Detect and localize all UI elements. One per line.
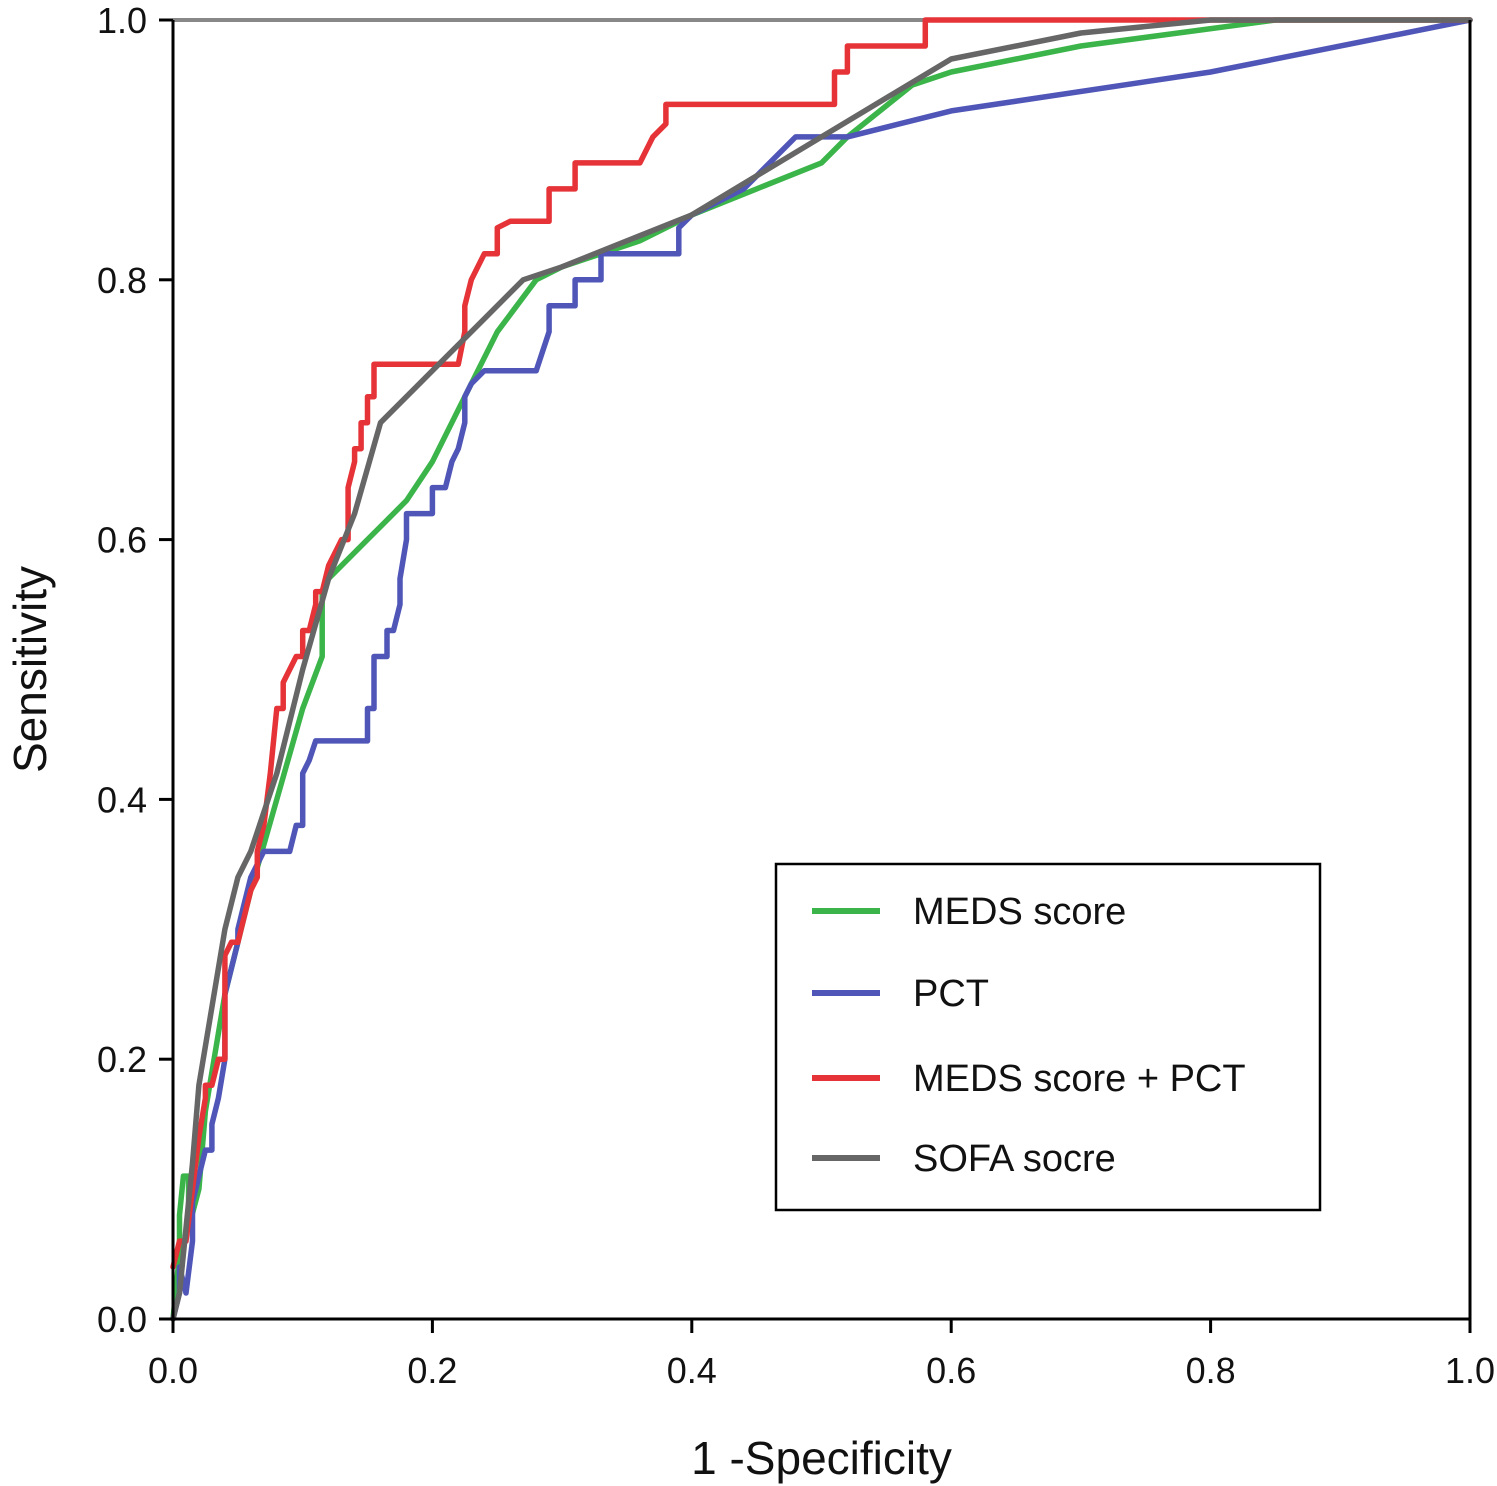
x-tick-label: 0.2 (407, 1350, 457, 1391)
y-ticks: 0.0 0.2 0.4 0.6 0.8 1.0 (97, 0, 173, 1340)
x-tick-label: 0.6 (926, 1350, 976, 1391)
x-tick-label: 0.0 (148, 1350, 198, 1391)
x-tick-label: 0.8 (1186, 1350, 1236, 1391)
x-axis-title: 1 -Specificity (691, 1432, 952, 1484)
legend-items: MEDS score PCT MEDS score + PCT SOFA socre (812, 891, 1246, 1180)
legend-label: MEDS score + PCT (913, 1058, 1246, 1100)
y-tick-label: 0.6 (97, 520, 147, 561)
y-tick-label: 0.2 (97, 1039, 147, 1080)
y-tick-label: 0.4 (97, 779, 147, 820)
legend: MEDS score PCT MEDS score + PCT SOFA socre (774, 862, 1322, 1212)
x-tick-label: 0.4 (667, 1350, 717, 1391)
series-line-sofa-socre (170, 17, 1473, 1322)
x-tick-label: 1.0 (1445, 1350, 1495, 1391)
y-tick-label: 0.0 (97, 1299, 147, 1340)
series-line-meds-score-pct (170, 17, 1473, 1270)
axes (171, 20, 1472, 1321)
y-tick-label: 1.0 (97, 0, 147, 41)
legend-label: SOFA socre (913, 1138, 1116, 1180)
legend-label: PCT (913, 973, 989, 1015)
x-ticks: 0.0 0.2 0.4 0.6 0.8 1.0 (148, 1319, 1495, 1391)
y-tick-label: 0.8 (97, 260, 147, 301)
y-axis-title: Sensitivity (4, 566, 56, 773)
legend-box (774, 862, 1322, 1212)
legend-label: MEDS score (913, 891, 1126, 933)
series-layer (170, 17, 1473, 1322)
